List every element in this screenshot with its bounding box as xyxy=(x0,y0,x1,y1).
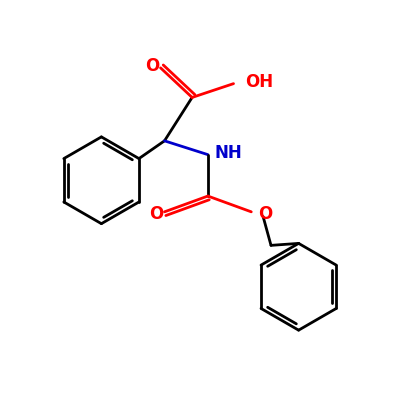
Text: O: O xyxy=(149,205,163,223)
Text: O: O xyxy=(145,57,159,75)
Text: O: O xyxy=(258,205,273,223)
Text: OH: OH xyxy=(245,73,274,91)
Text: NH: NH xyxy=(215,144,243,162)
